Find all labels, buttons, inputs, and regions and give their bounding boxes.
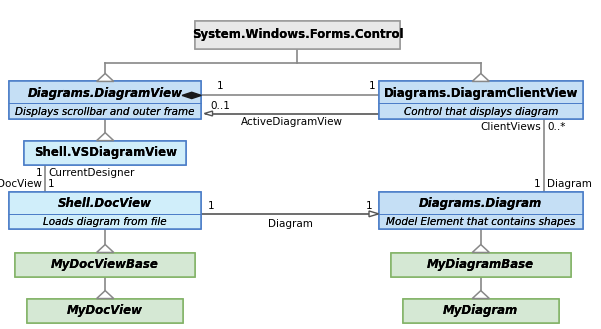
Text: Shell.VSDiagramView: Shell.VSDiagramView	[34, 146, 177, 160]
Text: Displays scrollbar and outer frame: Displays scrollbar and outer frame	[16, 107, 195, 117]
Polygon shape	[472, 244, 489, 253]
Text: ClientViews: ClientViews	[480, 122, 541, 132]
Polygon shape	[97, 133, 114, 141]
Text: Diagrams.DiagramView: Diagrams.DiagramView	[28, 87, 183, 100]
FancyBboxPatch shape	[379, 191, 583, 230]
Text: Shell.DocView: Shell.DocView	[58, 197, 152, 210]
Text: 1: 1	[207, 201, 214, 211]
FancyBboxPatch shape	[27, 299, 183, 323]
Text: 0..*: 0..*	[547, 122, 566, 132]
Text: Model Element that contains shapes: Model Element that contains shapes	[386, 217, 576, 227]
Polygon shape	[472, 73, 489, 82]
Text: MyDiagramBase: MyDiagramBase	[427, 258, 534, 271]
Text: MyDocView: MyDocView	[67, 304, 143, 317]
FancyBboxPatch shape	[9, 82, 201, 119]
Text: Shell.DocView: Shell.DocView	[58, 197, 152, 210]
FancyBboxPatch shape	[15, 253, 195, 277]
Polygon shape	[97, 244, 114, 253]
Text: Diagrams.DiagramClientView: Diagrams.DiagramClientView	[383, 87, 578, 100]
Text: DocView: DocView	[0, 179, 42, 189]
Text: Shell.VSDiagramView: Shell.VSDiagramView	[34, 146, 177, 160]
Text: CurrentDesigner: CurrentDesigner	[48, 168, 135, 178]
Text: 1: 1	[534, 179, 541, 189]
FancyBboxPatch shape	[403, 299, 559, 323]
FancyBboxPatch shape	[9, 191, 201, 230]
Text: Displays scrollbar and outer frame: Displays scrollbar and outer frame	[16, 107, 195, 117]
Text: 1: 1	[35, 168, 42, 178]
Text: MyDiagram: MyDiagram	[443, 304, 519, 317]
Text: ActiveDiagramView: ActiveDiagramView	[240, 117, 343, 127]
Text: Diagrams.DiagramClientView: Diagrams.DiagramClientView	[383, 87, 578, 100]
Text: Diagrams.Diagram: Diagrams.Diagram	[419, 197, 543, 210]
Polygon shape	[472, 291, 489, 299]
Text: 0..1: 0..1	[210, 101, 230, 111]
FancyBboxPatch shape	[391, 253, 571, 277]
Polygon shape	[369, 211, 379, 217]
Text: Loads diagram from file: Loads diagram from file	[43, 217, 167, 227]
FancyBboxPatch shape	[195, 20, 400, 48]
Text: Control that displays diagram: Control that displays diagram	[404, 107, 558, 117]
Text: MyDocViewBase: MyDocViewBase	[51, 258, 159, 271]
FancyBboxPatch shape	[9, 191, 201, 230]
Text: MyDiagramBase: MyDiagramBase	[427, 258, 534, 271]
Polygon shape	[97, 291, 114, 299]
FancyBboxPatch shape	[379, 82, 583, 119]
Text: System.Windows.Forms.Control: System.Windows.Forms.Control	[192, 28, 403, 41]
FancyBboxPatch shape	[24, 141, 186, 165]
FancyBboxPatch shape	[9, 82, 201, 119]
Text: MyDocView: MyDocView	[67, 304, 143, 317]
Text: 1: 1	[366, 201, 373, 211]
FancyBboxPatch shape	[27, 299, 183, 323]
FancyBboxPatch shape	[391, 253, 571, 277]
Polygon shape	[182, 92, 201, 99]
Text: 1: 1	[369, 81, 376, 91]
FancyBboxPatch shape	[24, 141, 186, 165]
Text: Control that displays diagram: Control that displays diagram	[404, 107, 558, 117]
Text: 1: 1	[48, 179, 55, 189]
FancyBboxPatch shape	[379, 82, 583, 119]
Text: System.Windows.Forms.Control: System.Windows.Forms.Control	[192, 28, 403, 41]
Text: Model Element that contains shapes: Model Element that contains shapes	[386, 217, 576, 227]
Text: MyDiagram: MyDiagram	[443, 304, 519, 317]
FancyBboxPatch shape	[403, 299, 559, 323]
FancyBboxPatch shape	[379, 191, 583, 230]
Text: Loads diagram from file: Loads diagram from file	[43, 217, 167, 227]
Polygon shape	[97, 73, 114, 82]
Polygon shape	[204, 111, 213, 116]
FancyBboxPatch shape	[195, 20, 400, 48]
Text: Diagram: Diagram	[267, 219, 313, 229]
Text: MyDocViewBase: MyDocViewBase	[51, 258, 159, 271]
Text: Diagrams.Diagram: Diagrams.Diagram	[419, 197, 543, 210]
Text: Diagram: Diagram	[547, 179, 592, 189]
Text: 1: 1	[216, 81, 223, 91]
Text: Diagrams.DiagramView: Diagrams.DiagramView	[28, 87, 183, 100]
FancyBboxPatch shape	[15, 253, 195, 277]
